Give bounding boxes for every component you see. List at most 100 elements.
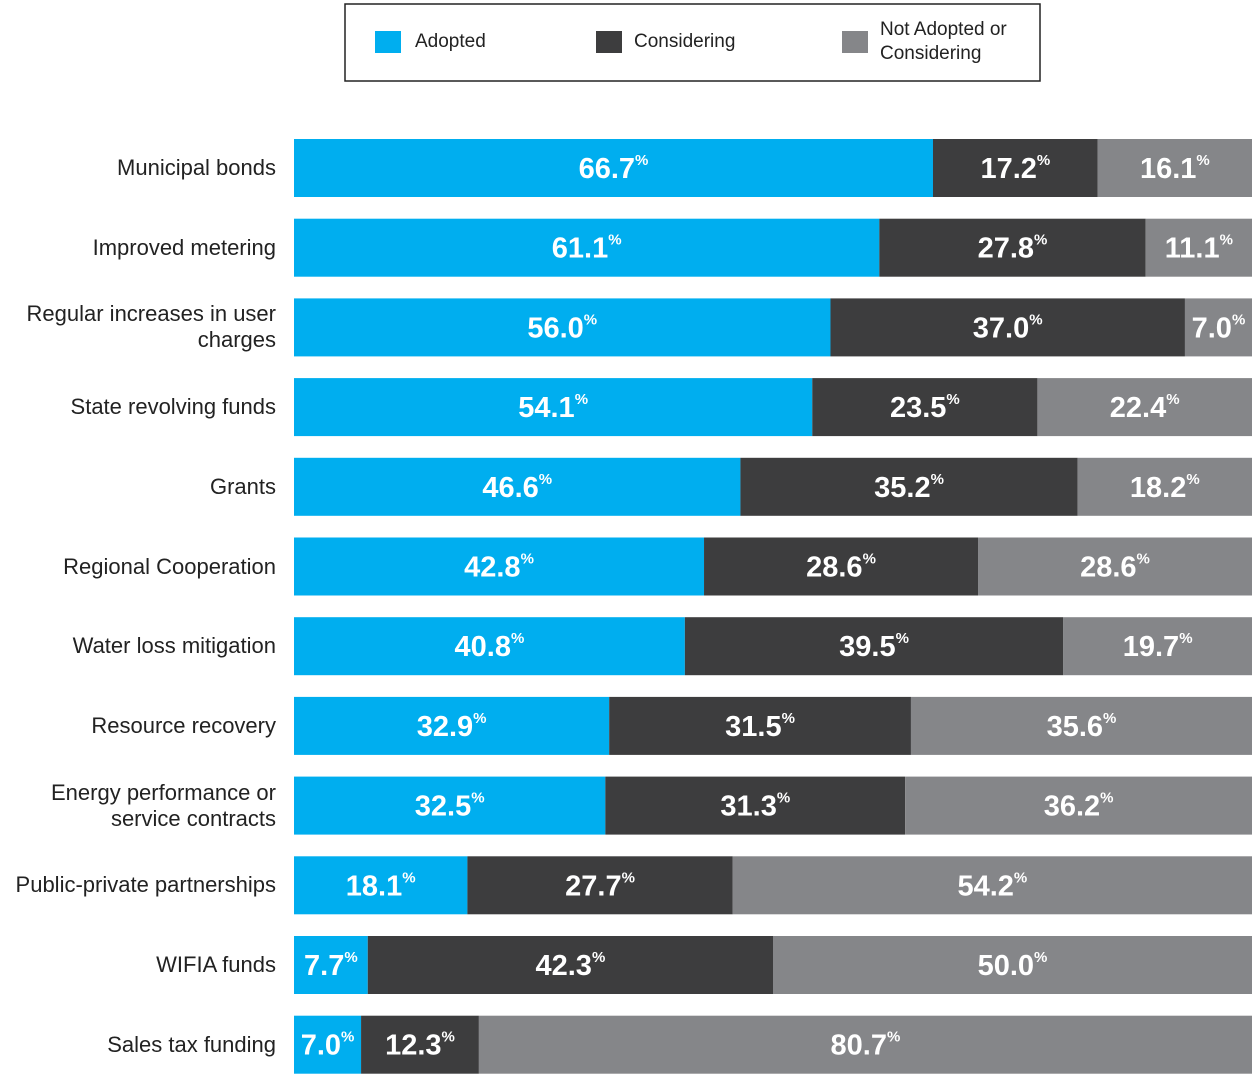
data-label-unit: % — [1179, 630, 1192, 647]
data-label-unit: % — [1186, 470, 1199, 487]
data-label-number: 50.0 — [978, 950, 1034, 982]
y-tick-label: Improved metering — [92, 234, 276, 260]
data-label: 39.5% — [839, 630, 909, 664]
data-label: 36.2% — [1044, 789, 1114, 823]
bar-segment — [704, 537, 979, 596]
bar-segment — [478, 1015, 1252, 1074]
data-label: 40.8% — [455, 630, 525, 664]
bar-segment — [1097, 139, 1252, 197]
data-label-unit: % — [471, 789, 484, 806]
data-label-unit: % — [622, 869, 635, 886]
bar-segment — [740, 457, 1078, 516]
bar-segment — [905, 776, 1252, 835]
data-label-unit: % — [442, 1028, 455, 1045]
data-label-number: 11.1 — [1165, 233, 1220, 265]
data-label-number: 18.1 — [346, 870, 402, 902]
data-label-number: 31.3 — [720, 791, 776, 823]
bar-segment — [609, 696, 911, 755]
y-tick-label: Energy performance or service contracts — [51, 779, 276, 831]
data-label-unit: % — [887, 1028, 900, 1045]
data-label-number: 54.2 — [957, 870, 1013, 902]
y-tick-label: Resource recovery — [91, 712, 276, 738]
data-label-unit: % — [592, 949, 605, 966]
data-label-unit: % — [344, 949, 357, 966]
data-label: 35.2% — [874, 470, 944, 504]
legend-label: Not Adopted or Considering — [880, 19, 1007, 64]
bar-segment — [684, 617, 1064, 676]
data-label-unit: % — [782, 709, 795, 726]
data-label-unit: % — [521, 550, 534, 567]
data-label: 16.1% — [1140, 152, 1210, 186]
data-label-unit: % — [1196, 152, 1209, 169]
bar-segment — [605, 776, 906, 835]
data-label: 19.7% — [1123, 630, 1193, 664]
y-tick-label: Regular increases in user charges — [26, 301, 276, 353]
data-label-unit: % — [635, 152, 648, 169]
bar-segment — [812, 378, 1038, 437]
data-label-number: 7.0 — [1192, 312, 1232, 344]
y-tick-label: Municipal bonds — [117, 155, 276, 180]
data-label-unit: % — [1103, 709, 1116, 726]
data-label: 28.6% — [806, 550, 876, 584]
bar-segment — [294, 696, 610, 755]
data-label-number: 80.7 — [831, 1030, 887, 1062]
bar-segment — [294, 537, 705, 596]
data-label: 18.2% — [1130, 470, 1200, 504]
data-label: 66.7% — [579, 152, 649, 186]
data-label-number: 36.2 — [1044, 791, 1100, 823]
y-tick-label: Public-private partnerships — [15, 872, 276, 898]
data-label: 11.1% — [1165, 231, 1233, 265]
data-label-unit: % — [777, 789, 790, 806]
data-label: 54.1% — [518, 391, 588, 425]
data-label-number: 27.7 — [565, 870, 621, 902]
legend-label: Considering — [634, 31, 736, 52]
bar-segment — [294, 139, 933, 197]
data-label: 7.0% — [1192, 311, 1246, 345]
data-label-unit: % — [1220, 231, 1233, 248]
data-label-number: 27.8 — [978, 233, 1034, 265]
data-label: 7.7% — [304, 949, 358, 983]
bar-segment — [294, 617, 685, 676]
data-label: 22.4% — [1110, 391, 1180, 425]
data-label-number: 32.5 — [415, 791, 471, 823]
data-label-number: 31.5 — [725, 711, 781, 743]
data-label-number: 23.5 — [890, 392, 946, 424]
bar-segment — [294, 378, 813, 437]
bar-segment — [830, 298, 1185, 357]
legend-swatch — [596, 31, 622, 53]
data-label: 27.8% — [978, 231, 1048, 265]
data-label-unit: % — [402, 869, 415, 886]
data-label-unit: % — [584, 311, 597, 328]
bar-segment — [294, 298, 831, 357]
data-label: 80.7% — [831, 1028, 901, 1062]
data-label: 32.9% — [417, 709, 487, 743]
data-label: 42.8% — [464, 550, 534, 584]
data-label-number: 61.1 — [552, 233, 608, 265]
legend-swatch — [842, 31, 868, 53]
bar-segment — [294, 936, 368, 994]
bar-segment — [773, 936, 1252, 994]
data-label: 32.5% — [415, 789, 485, 823]
data-label: 46.6% — [482, 470, 552, 504]
data-label: 56.0% — [527, 311, 597, 345]
data-label: 42.3% — [535, 949, 605, 983]
data-label-number: 66.7 — [579, 153, 635, 185]
data-label: 35.6% — [1047, 709, 1117, 743]
bar-segment — [1184, 298, 1252, 357]
bar-segment — [879, 218, 1146, 277]
bar-segment — [294, 1015, 362, 1074]
y-tick-label: WIFIA funds — [156, 952, 276, 977]
data-label: 18.1% — [346, 869, 416, 903]
data-label-number: 7.0 — [301, 1030, 341, 1062]
data-label-unit: % — [1029, 311, 1042, 328]
legend-box — [344, 3, 1041, 82]
data-label: 31.5% — [725, 709, 795, 743]
data-label-number: 56.0 — [527, 312, 583, 344]
y-tick-label: Sales tax funding — [107, 1031, 276, 1057]
data-label-number: 40.8 — [455, 631, 511, 663]
data-label-unit: % — [511, 630, 524, 647]
data-label: 17.2% — [980, 152, 1050, 186]
data-label-number: 37.0 — [973, 312, 1029, 344]
